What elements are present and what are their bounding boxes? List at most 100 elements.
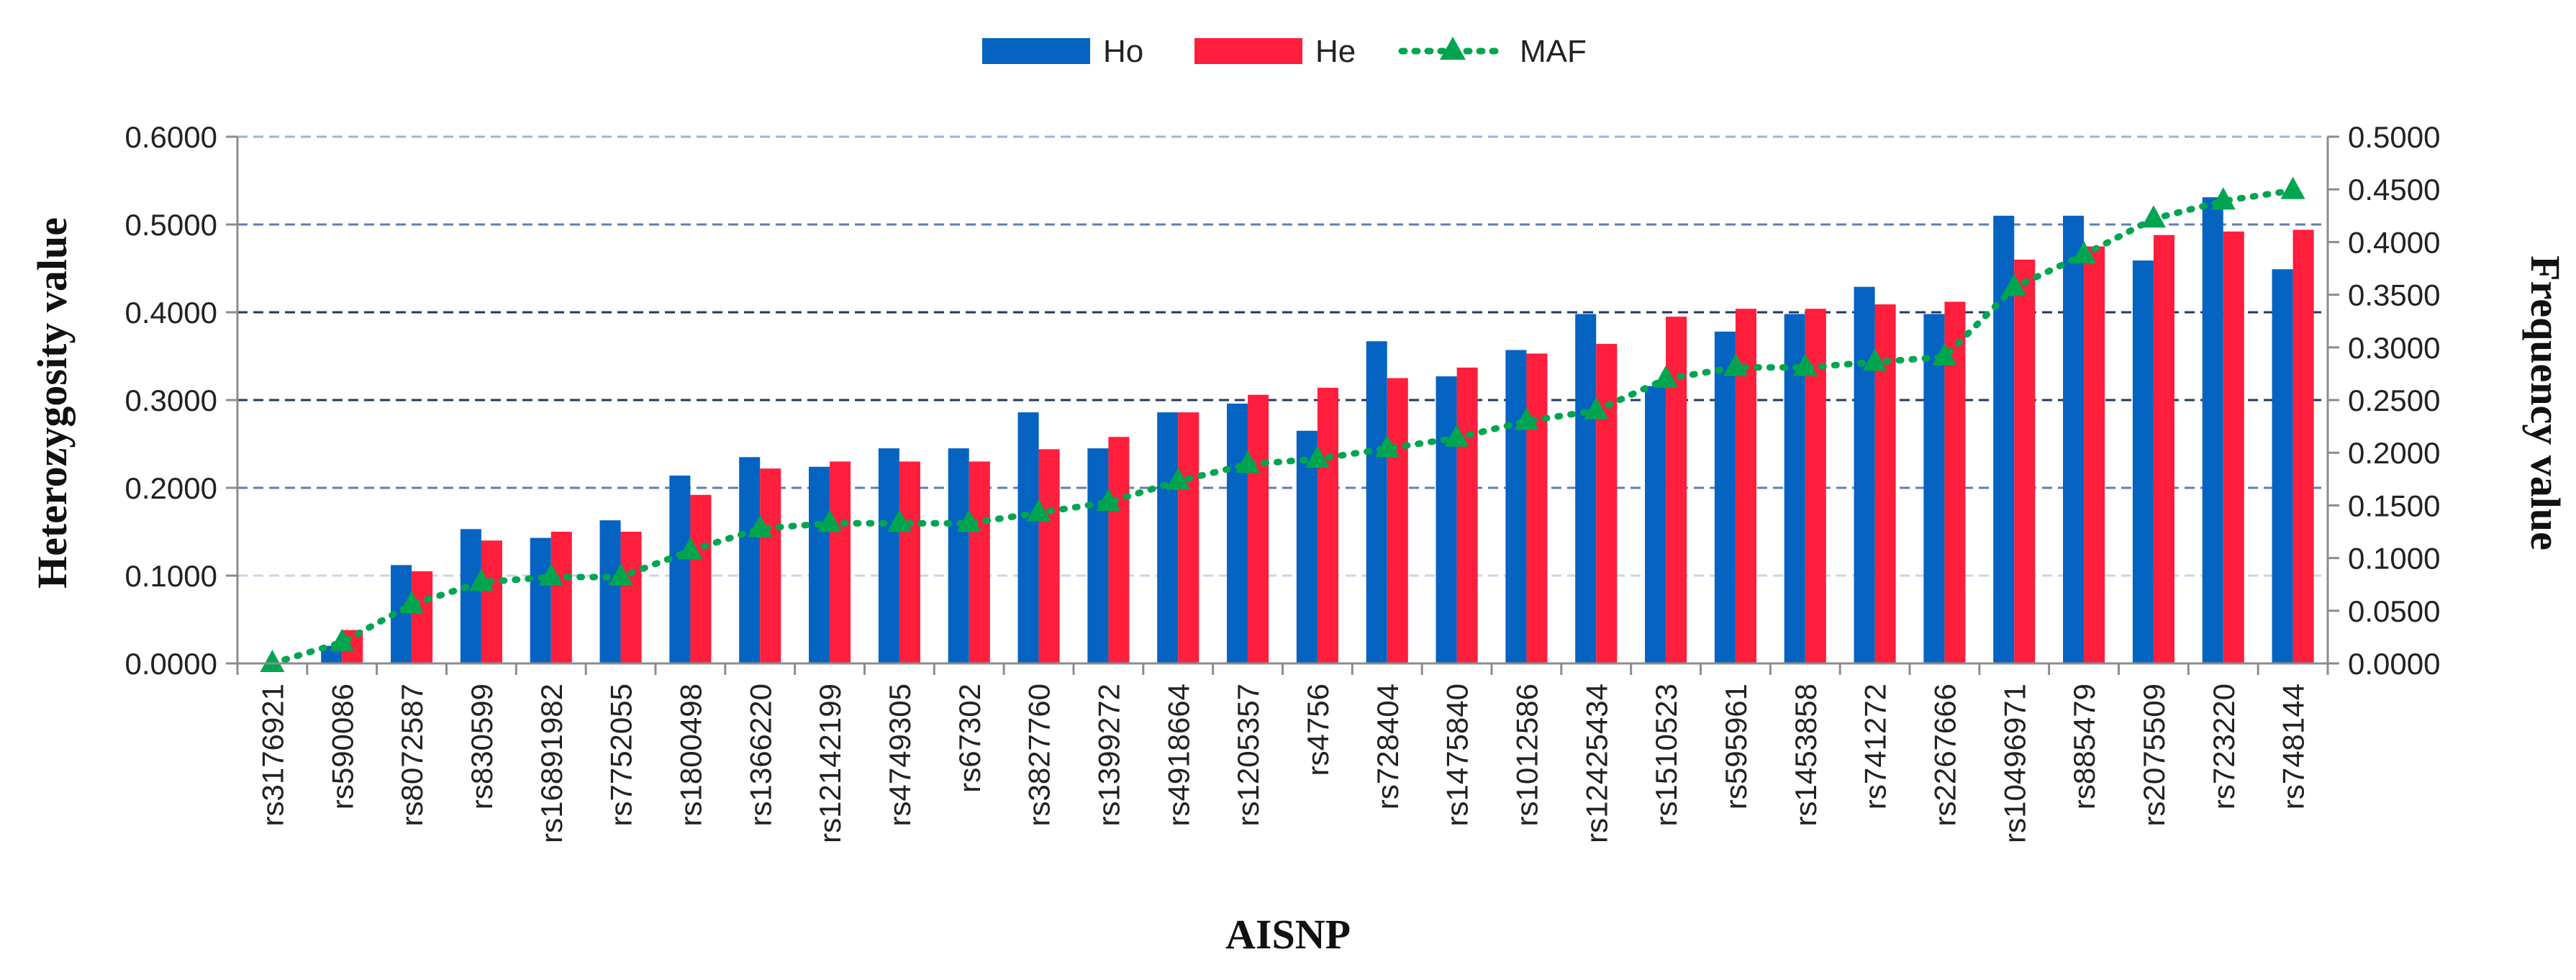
maf-point-rs1205357 (1235, 450, 1261, 473)
maf-point-rs2267666 (1932, 342, 1957, 366)
maf-point-rs3176921 (260, 650, 285, 672)
axes (226, 135, 2339, 675)
bar-he-rs4749305 (899, 461, 920, 663)
y2-tick-label-0-2000: 0.2000 (2348, 436, 2440, 470)
bar-he-rs748144 (2292, 230, 2314, 663)
bar-ho-rs1399272 (1087, 448, 1109, 663)
maf-line (260, 176, 2305, 672)
bar-he-rs8072587 (412, 571, 433, 663)
x-tick-label-rs2267666: rs2267666 (1928, 684, 1962, 827)
bar-he-rs12142199 (830, 461, 851, 663)
x-tick-label-rs885479: rs885479 (2067, 684, 2101, 809)
bar-ho-rs4756 (1296, 430, 1318, 663)
bar-ho-rs1205357 (1227, 403, 1248, 663)
bar-ho-rs2075509 (2132, 260, 2154, 663)
x-tick-label-rs1012586: rs1012586 (1510, 684, 1543, 827)
x-tick-label-rs741272: rs741272 (1859, 684, 1892, 809)
maf-point-rs12142199 (817, 509, 843, 532)
x-tick-label-rs3827760: rs3827760 (1022, 684, 1056, 827)
bar-ho-rs4918664 (1157, 412, 1179, 663)
maf-point-rs1453858 (1792, 353, 1818, 376)
x-tick-label-rs2075509: rs2075509 (2137, 684, 2171, 827)
legend-label-ho: Ho (1103, 34, 1143, 69)
bar-he-rs1475840 (1456, 367, 1478, 663)
y2-tick-label-0-5000: 0.5000 (2348, 120, 2440, 154)
x-tick-label-rs8072587: rs8072587 (395, 684, 429, 827)
bar-he-rs723220 (2223, 231, 2244, 663)
bar-ho-rs67302 (948, 448, 969, 663)
legend-swatch-ho (982, 38, 1090, 64)
maf-point-rs16891982 (538, 563, 563, 586)
bar-ho-rs16891982 (530, 537, 551, 663)
x-tick-label-rs1800498: rs1800498 (674, 684, 707, 827)
y2-tick-label-0-1500: 0.1500 (2348, 489, 2440, 522)
x-axis-tick-labels: rs3176921 rs590086 rs8072587 rs830599 rs1689… (255, 684, 2310, 843)
x-tick-label-rs1205357: rs1205357 (1231, 684, 1265, 827)
x-axis-title: AISNP (1225, 911, 1351, 958)
y-tick-label-0-2000: 0.2000 (125, 471, 217, 505)
maf-point-rs7752055 (608, 563, 633, 586)
bar-ho-rs2267666 (1923, 314, 1945, 663)
bar-ho-rs3827760 (1017, 412, 1039, 663)
x-tick-label-rs1510523: rs1510523 (1649, 684, 1683, 827)
maf-point-rs2075509 (2141, 205, 2166, 228)
bar-he-rs1205357 (1248, 394, 1269, 663)
bar-ho-rs723220 (2202, 197, 2223, 663)
x-tick-label-rs12142199: rs12142199 (813, 684, 847, 843)
y-tick-label-0-3000: 0.3000 (125, 384, 217, 417)
bar-ho-rs4749305 (878, 448, 899, 663)
maf-point-rs885479 (2072, 240, 2097, 263)
maf-series-line (268, 187, 2297, 667)
y2-tick-label-0-4500: 0.4500 (2348, 173, 2440, 207)
x-tick-label-rs67302: rs67302 (953, 684, 987, 793)
maf-point-rs728404 (1374, 435, 1400, 458)
maf-point-rs595961 (1723, 353, 1748, 376)
y2-tick-label-0-1000: 0.1000 (2348, 542, 2440, 576)
maf-point-rs830599 (468, 568, 494, 591)
bar-ho-rs1510523 (1645, 386, 1666, 663)
bar-he-rs16891982 (550, 532, 572, 663)
x-tick-label-rs10496971: rs10496971 (1997, 684, 2031, 843)
maf-point-rs1012586 (1514, 407, 1539, 430)
bar-ho-rs830599 (460, 529, 481, 663)
x-tick-label-rs723220: rs723220 (2207, 684, 2241, 809)
bar-he-rs67302 (969, 461, 990, 663)
bar-he-rs1012586 (1526, 353, 1548, 663)
maf-point-rs8072587 (399, 591, 425, 614)
x-tick-label-rs1399272: rs1399272 (1092, 684, 1125, 827)
x-tick-label-rs595961: rs595961 (1719, 684, 1753, 809)
x-tick-label-rs728404: rs728404 (1371, 684, 1405, 809)
maf-point-rs10496971 (2002, 273, 2027, 296)
bar-ho-rs12425434 (1575, 314, 1597, 663)
y2-axis-title: Frequency value (2522, 255, 2569, 550)
y-tick-label-0-6000: 0.6000 (125, 120, 217, 154)
y2-tick-label-0-3500: 0.3500 (2348, 278, 2440, 312)
y-tick-label-0-1000: 0.1000 (125, 559, 217, 593)
x-tick-label-rs4918664: rs4918664 (1161, 684, 1195, 827)
maf-point-rs1399272 (1096, 489, 1121, 512)
x-tick-label-rs748144: rs748144 (2277, 684, 2310, 809)
x-tick-label-rs590086: rs590086 (325, 684, 359, 809)
maf-point-rs67302 (956, 509, 981, 532)
x-tick-label-rs16891982: rs16891982 (535, 684, 568, 843)
maf-point-rs723220 (2210, 187, 2236, 210)
bar-ho-rs595961 (1714, 331, 1736, 663)
bar-ho-rs12142199 (809, 466, 830, 663)
x-tick-label-rs1475840: rs1475840 (1441, 684, 1474, 827)
bar-he-rs2075509 (2153, 235, 2174, 663)
bar-ho-rs1800498 (669, 475, 691, 663)
x-tick-label-rs12425434: rs12425434 (1579, 684, 1613, 843)
maf-point-rs1366220 (748, 514, 773, 537)
bar-he-rs7752055 (620, 532, 642, 663)
bar-he-rs4756 (1317, 387, 1338, 663)
y-axis-title: Heterozygosity value (29, 217, 76, 589)
y2-tick-label-0-4000: 0.4000 (2348, 225, 2440, 259)
bar-he-rs1510523 (1666, 317, 1687, 663)
maf-point-rs590086 (330, 628, 355, 651)
y-tick-label-0-0000: 0.0000 (125, 647, 217, 681)
x-tick-label-rs830599: rs830599 (465, 684, 499, 809)
x-tick-label-rs3176921: rs3176921 (255, 684, 289, 827)
bars (321, 197, 2314, 664)
bar-he-rs1399272 (1108, 437, 1130, 663)
